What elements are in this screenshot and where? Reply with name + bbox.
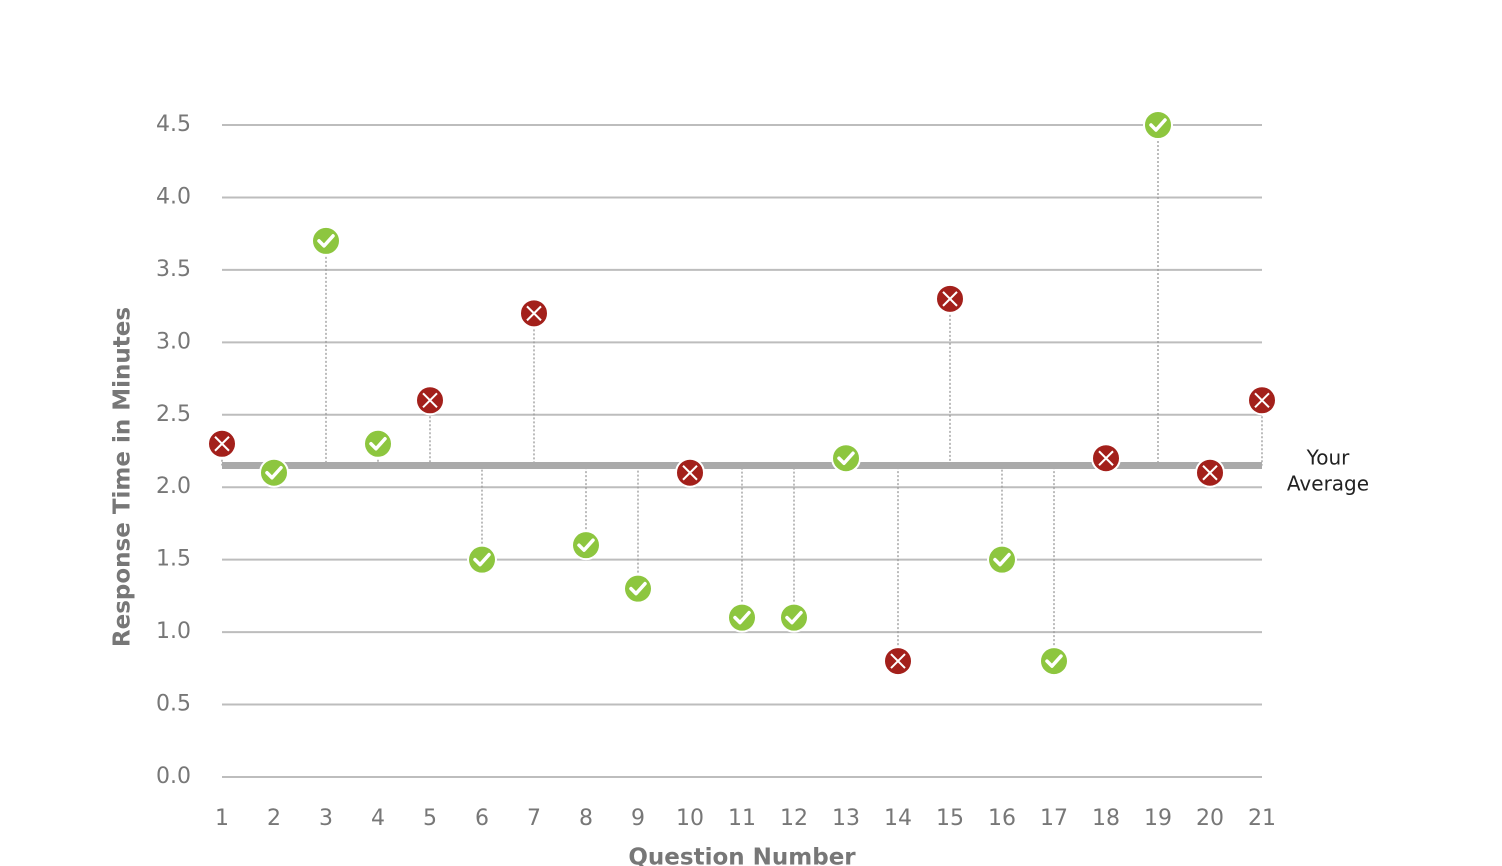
cross-icon <box>890 653 906 669</box>
correct-marker <box>363 428 393 459</box>
x-tick-label: 3 <box>319 806 333 831</box>
cross-icon <box>1202 465 1218 481</box>
marker <box>883 646 913 677</box>
marker <box>207 428 237 459</box>
x-tick-label: 8 <box>579 806 593 831</box>
y-tick-label: 4.0 <box>156 184 191 209</box>
x-tick-label: 11 <box>728 806 756 831</box>
y-tick-label: 3.0 <box>156 329 191 354</box>
marker <box>259 457 289 488</box>
y-tick-label: 3.5 <box>156 257 191 282</box>
marker <box>467 544 497 575</box>
x-tick-label: 12 <box>780 806 808 831</box>
correct-marker <box>779 602 809 633</box>
y-tick-label: 0.5 <box>156 692 191 717</box>
marker <box>831 443 861 474</box>
check-icon <box>473 552 491 567</box>
x-tick-label: 20 <box>1196 806 1224 831</box>
marker <box>415 385 445 416</box>
check-icon <box>369 437 387 451</box>
marker <box>571 530 601 561</box>
y-tick-label: 1.5 <box>156 547 191 572</box>
check-icon <box>993 552 1011 567</box>
marker <box>675 457 705 488</box>
correct-marker <box>311 225 341 256</box>
average-label: Average <box>1287 472 1369 496</box>
y-tick-label: 2.0 <box>156 474 191 499</box>
y-tick-label: 2.5 <box>156 402 191 427</box>
x-axis-title: Question Number <box>628 845 856 866</box>
marker <box>935 283 965 314</box>
correct-marker <box>1143 110 1173 140</box>
cross-icon <box>214 436 230 452</box>
check-icon <box>317 234 335 248</box>
x-tick-label: 2 <box>267 806 281 831</box>
correct-marker <box>467 544 497 575</box>
marker <box>1091 443 1121 474</box>
cross-icon <box>682 465 698 481</box>
correct-marker <box>727 602 757 633</box>
y-tick-label: 4.5 <box>156 112 191 137</box>
check-icon <box>785 610 803 625</box>
x-tick-label: 9 <box>631 806 645 831</box>
x-tick-label: 15 <box>936 806 964 831</box>
marker <box>1143 110 1173 140</box>
check-icon <box>1149 118 1167 132</box>
cross-icon <box>422 392 438 408</box>
correct-marker <box>1039 646 1069 677</box>
x-tick-label: 17 <box>1040 806 1068 831</box>
marker <box>1247 385 1277 416</box>
x-tick-label: 21 <box>1248 806 1276 831</box>
marker <box>1039 646 1069 677</box>
correct-marker <box>623 573 653 604</box>
x-tick-label: 10 <box>676 806 704 831</box>
x-tick-label: 19 <box>1144 806 1172 831</box>
check-icon <box>629 581 647 596</box>
y-tick-label: 0.0 <box>156 764 191 789</box>
x-tick-label: 18 <box>1092 806 1120 831</box>
correct-marker <box>987 544 1017 575</box>
check-icon <box>837 451 855 465</box>
correct-marker <box>571 530 601 561</box>
marker <box>727 602 757 633</box>
cross-icon <box>1098 450 1114 466</box>
cross-icon <box>1254 392 1270 408</box>
marker <box>1195 457 1225 488</box>
x-tick-label: 6 <box>475 806 489 831</box>
check-icon <box>1045 654 1063 668</box>
marker <box>779 602 809 633</box>
average-label: Your <box>1306 446 1350 470</box>
correct-marker <box>259 457 289 488</box>
cross-icon <box>526 305 542 322</box>
correct-marker <box>831 443 861 474</box>
x-tick-label: 1 <box>215 806 229 831</box>
y-axis-title: Response Time in Minutes <box>110 307 136 647</box>
marker <box>311 225 341 256</box>
x-tick-label: 5 <box>423 806 437 831</box>
x-tick-label: 4 <box>371 806 385 831</box>
cross-icon <box>942 291 958 307</box>
x-tick-label: 16 <box>988 806 1016 831</box>
marker <box>623 573 653 604</box>
x-tick-label: 14 <box>884 806 912 831</box>
check-icon <box>733 610 751 625</box>
marker <box>519 298 549 329</box>
x-tick-label: 13 <box>832 806 860 831</box>
y-tick-label: 1.0 <box>156 619 191 644</box>
marker <box>363 428 393 459</box>
check-icon <box>577 538 595 552</box>
x-tick-label: 7 <box>527 806 541 831</box>
marker <box>987 544 1017 575</box>
check-icon <box>265 465 283 480</box>
